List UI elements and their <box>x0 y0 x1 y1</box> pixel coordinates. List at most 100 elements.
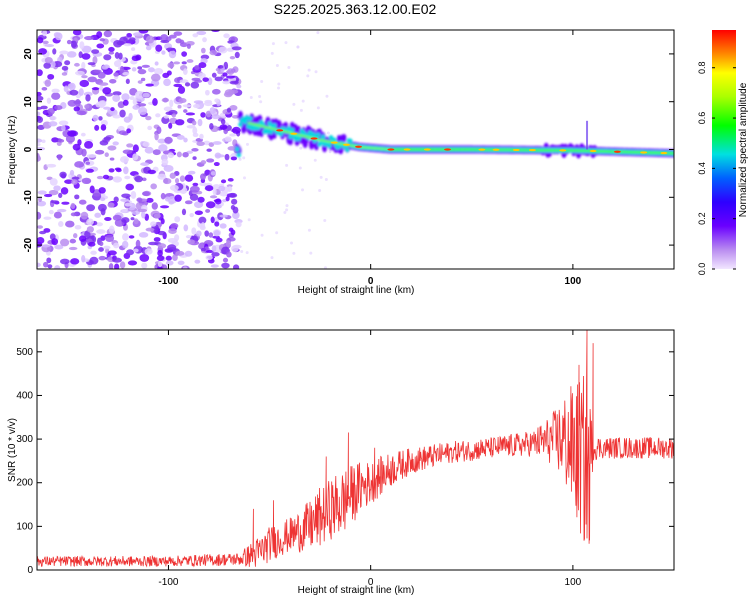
noise-blob <box>192 132 199 138</box>
noise-blob <box>114 51 120 59</box>
noise-blob <box>94 212 102 218</box>
noise-blob <box>155 44 163 52</box>
noise-blob <box>96 229 106 234</box>
noise-blob <box>130 190 137 199</box>
noise-blob <box>41 244 51 248</box>
noise-blob <box>126 143 134 148</box>
noise-blob <box>196 30 207 36</box>
noise-blob <box>121 240 129 249</box>
noise-blob <box>69 89 79 96</box>
noise-blob <box>160 40 170 44</box>
ridge-hotspot <box>589 149 597 153</box>
noise-blob <box>151 202 158 210</box>
noise-blob <box>220 118 226 125</box>
noise-blob <box>68 246 78 251</box>
noise-blob <box>200 112 206 118</box>
noise-blob <box>225 240 232 248</box>
noise-blob <box>229 133 237 137</box>
noise-blob <box>324 178 328 182</box>
ridge-mid <box>238 122 243 128</box>
noise-blob <box>119 65 125 74</box>
noise-blob <box>104 152 109 158</box>
noise-blob <box>121 93 130 101</box>
noise-blob <box>85 94 91 102</box>
noise-blob <box>114 263 120 269</box>
y-tick-label: 400 <box>16 390 33 401</box>
noise-blob <box>193 201 204 209</box>
ridge-hotspot <box>403 148 411 151</box>
ridge-hotspot <box>559 149 567 152</box>
ridge-mid <box>345 147 350 153</box>
noise-blob <box>174 177 180 184</box>
noise-blob <box>127 260 138 266</box>
noise-blob <box>74 161 85 168</box>
noise-blob <box>145 227 155 232</box>
noise-blob <box>183 224 189 232</box>
noise-blob <box>205 89 210 96</box>
ridge-mid <box>315 132 321 138</box>
noise-blob <box>192 126 198 135</box>
noise-blob <box>277 86 281 90</box>
noise-blob <box>173 61 181 65</box>
noise-blob <box>209 50 218 56</box>
noise-blob <box>145 45 152 51</box>
noise-blob <box>230 204 236 210</box>
noise-blob <box>168 122 173 129</box>
noise-blob <box>47 73 55 80</box>
noise-blob <box>85 168 94 173</box>
noise-blob <box>113 39 123 48</box>
noise-blob <box>134 175 144 183</box>
noise-blob <box>188 170 196 175</box>
noise-blob <box>194 259 201 264</box>
noise-blob <box>89 256 99 265</box>
noise-blob <box>81 177 92 185</box>
noise-blob <box>125 183 135 191</box>
ridge-spike <box>586 120 589 150</box>
noise-blob <box>144 146 154 154</box>
noise-blob <box>202 77 209 82</box>
x-tick-label: 100 <box>565 577 582 588</box>
noise-blob <box>64 60 71 66</box>
noise-blob <box>131 67 137 72</box>
noise-blob <box>100 124 107 131</box>
noise-blob <box>173 83 183 88</box>
noise-blob <box>328 150 332 154</box>
noise-blob <box>129 96 135 101</box>
noise-blob <box>43 261 49 268</box>
noise-blob <box>227 68 235 75</box>
noise-blob <box>141 262 148 269</box>
ridge-hotspot <box>660 151 668 155</box>
noise-blob <box>170 223 179 229</box>
noise-blob <box>85 161 91 165</box>
noise-blob <box>238 157 242 161</box>
noise-blob <box>108 168 115 173</box>
noise-blob <box>123 166 129 175</box>
noise-blob <box>128 37 136 42</box>
noise-blob <box>275 231 279 235</box>
noise-blob <box>167 62 175 69</box>
noise-blob <box>98 82 109 86</box>
spectrogram-y-ticks: -20 -10 0 10 20 <box>23 48 674 252</box>
noise-blob <box>86 154 97 158</box>
noise-blob <box>99 197 106 202</box>
noise-blob <box>112 141 119 146</box>
noise-blob <box>236 84 242 89</box>
ridge-mid <box>247 116 253 122</box>
noise-blob <box>233 264 240 269</box>
signal-ridge <box>234 110 674 159</box>
noise-blob <box>242 176 246 180</box>
noise-blob <box>154 61 159 66</box>
noise-blob <box>76 110 87 116</box>
noise-blob <box>182 104 192 108</box>
noise-blob <box>161 264 168 269</box>
noise-blob <box>37 262 41 268</box>
noise-blob <box>141 210 146 219</box>
spectrogram-x-axis-label: Height of straight line (km) <box>298 285 415 296</box>
noise-blob <box>99 38 106 42</box>
noise-blob <box>228 227 234 232</box>
noise-blob <box>147 67 155 73</box>
noise-blob <box>103 245 111 250</box>
noise-blob <box>169 99 174 108</box>
noise-blob <box>112 214 122 221</box>
